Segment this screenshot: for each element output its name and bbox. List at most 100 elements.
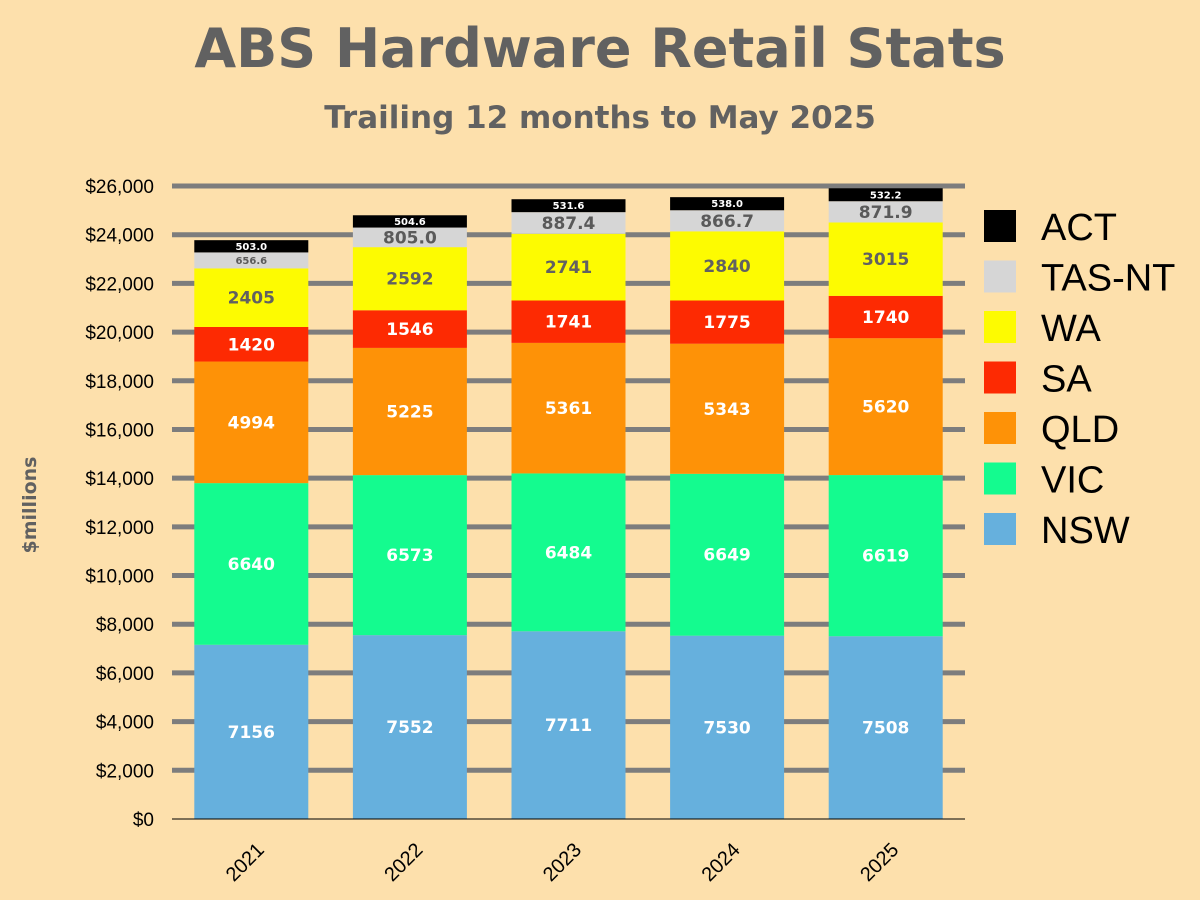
y-tick-label: $22,000 bbox=[85, 274, 154, 295]
bar-segment-vic-2021 bbox=[194, 483, 309, 645]
y-tick-label: $10,000 bbox=[85, 567, 154, 588]
legend-label-vic: VIC bbox=[1041, 460, 1104, 502]
bar-segment-act-2021 bbox=[194, 240, 309, 253]
bar-segment-vic-2024 bbox=[670, 473, 785, 636]
bar-segment-nsw-2021 bbox=[194, 644, 309, 819]
data-label: 1420 bbox=[228, 335, 275, 355]
data-label: 532.2 bbox=[870, 190, 902, 201]
x-tick-label: 2025 bbox=[856, 839, 903, 886]
bar-segment-act-2025 bbox=[828, 188, 943, 202]
data-label: 5361 bbox=[545, 399, 592, 419]
data-label: 7530 bbox=[703, 718, 750, 738]
bar-segment-tas-nt-2021 bbox=[194, 252, 309, 269]
y-tick-label: $0 bbox=[133, 810, 154, 831]
bar-segment-tas-nt-2023 bbox=[511, 212, 626, 234]
bar-segment-act-2023 bbox=[511, 199, 626, 213]
data-label: 7156 bbox=[228, 723, 275, 743]
data-label: 1740 bbox=[862, 308, 909, 328]
bar-segment-qld-2024 bbox=[670, 343, 785, 474]
data-label: 6573 bbox=[386, 546, 433, 566]
legend-label-nsw: NSW bbox=[1041, 510, 1130, 552]
legend-label-qld: QLD bbox=[1041, 409, 1119, 451]
data-label: 6640 bbox=[228, 555, 275, 575]
legend-label-sa: SA bbox=[1041, 359, 1092, 401]
data-label: 2840 bbox=[703, 257, 750, 277]
bars: 7156 6640 4994 1420 2405 656.6 503.0 7552 6573 52… bbox=[194, 188, 943, 819]
data-label: 6619 bbox=[862, 547, 909, 567]
bar-segment-sa-2022 bbox=[352, 310, 467, 348]
legend-swatch-act bbox=[984, 210, 1016, 242]
legend-swatch-nsw bbox=[984, 513, 1016, 545]
bar-segment-nsw-2023 bbox=[511, 631, 626, 819]
data-label: 805.0 bbox=[383, 228, 437, 248]
bar-segment-wa-2021 bbox=[194, 268, 309, 327]
legend: ACT TAS-NT WA SA QLD VIC NSW bbox=[984, 207, 1175, 552]
y-tick-label: $2,000 bbox=[96, 761, 154, 782]
data-label: 866.7 bbox=[700, 212, 754, 232]
x-tick-label: 2023 bbox=[539, 839, 586, 886]
bar-segment-wa-2022 bbox=[352, 247, 467, 311]
y-tick-label: $6,000 bbox=[96, 664, 154, 685]
bar-segment-nsw-2024 bbox=[670, 635, 785, 819]
bar-segment-act-2024 bbox=[670, 197, 785, 211]
data-label: 504.6 bbox=[394, 217, 426, 228]
x-tick-label: 2024 bbox=[698, 839, 745, 886]
y-tick-label: $24,000 bbox=[85, 226, 154, 247]
data-label: 5620 bbox=[862, 398, 909, 418]
x-axis-ticks: 2021 2022 2023 2024 2025 bbox=[222, 839, 903, 886]
bar-segment-sa-2023 bbox=[511, 300, 626, 343]
legend-swatch-sa bbox=[984, 361, 1016, 394]
data-label: 2592 bbox=[386, 270, 433, 290]
data-label: 871.9 bbox=[859, 203, 913, 223]
bar-segment-vic-2022 bbox=[352, 475, 467, 636]
y-tick-label: $26,000 bbox=[85, 177, 154, 198]
y-tick-label: $16,000 bbox=[85, 420, 154, 441]
data-label: 2741 bbox=[545, 258, 592, 278]
x-tick-label: 2022 bbox=[380, 839, 427, 886]
data-label: 1775 bbox=[703, 313, 750, 333]
bar-segment-wa-2025 bbox=[828, 222, 943, 296]
legend-label-wa: WA bbox=[1041, 308, 1101, 350]
legend-label-tas-nt: TAS-NT bbox=[1041, 258, 1175, 300]
legend-swatch-tas-nt bbox=[984, 260, 1016, 293]
chart-title: ABS Hardware Retail Stats bbox=[194, 17, 1006, 80]
data-label: 887.4 bbox=[542, 214, 596, 234]
y-tick-label: $12,000 bbox=[85, 518, 154, 539]
legend-swatch-qld bbox=[984, 412, 1016, 444]
bar-segment-sa-2025 bbox=[828, 295, 943, 339]
data-label: 6649 bbox=[703, 546, 750, 566]
data-label: 7552 bbox=[386, 718, 433, 738]
bar-segment-wa-2024 bbox=[670, 231, 785, 301]
legend-label-act: ACT bbox=[1041, 207, 1117, 249]
bar-segment-nsw-2025 bbox=[828, 636, 943, 819]
data-label: 6484 bbox=[545, 543, 592, 563]
y-axis-label: $millions bbox=[19, 457, 41, 554]
data-label: 7508 bbox=[862, 719, 909, 739]
bar-segment-vic-2023 bbox=[511, 473, 626, 632]
y-tick-label: $8,000 bbox=[96, 615, 154, 636]
bar-segment-qld-2022 bbox=[352, 347, 467, 476]
data-label: 1546 bbox=[386, 320, 433, 340]
data-label: 7711 bbox=[545, 716, 592, 736]
y-tick-label: $4,000 bbox=[96, 713, 154, 734]
y-tick-label: $14,000 bbox=[85, 469, 154, 490]
data-label: 656.6 bbox=[235, 256, 267, 267]
bar-segment-sa-2024 bbox=[670, 300, 785, 344]
chart-subtitle: Trailing 12 months to May 2025 bbox=[324, 100, 876, 136]
bar-segment-tas-nt-2022 bbox=[352, 227, 467, 248]
bar-segment-act-2022 bbox=[352, 215, 467, 228]
data-label: 1741 bbox=[545, 313, 592, 333]
data-label: 5343 bbox=[703, 400, 750, 420]
data-label: 503.0 bbox=[235, 242, 267, 253]
x-tick-label: 2021 bbox=[222, 839, 269, 886]
data-label: 538.0 bbox=[711, 199, 743, 210]
y-tick-label: $20,000 bbox=[85, 323, 154, 344]
y-axis-ticks: $0 $2,000 $4,000 $6,000 $8,000 $10,000 $12,000… bbox=[85, 177, 154, 831]
bar-segment-sa-2021 bbox=[194, 326, 309, 362]
legend-swatch-vic bbox=[984, 462, 1016, 495]
bar-segment-nsw-2022 bbox=[352, 635, 467, 819]
bar-segment-qld-2025 bbox=[828, 338, 943, 476]
bar-segment-tas-nt-2024 bbox=[670, 210, 785, 232]
bar-segment-wa-2023 bbox=[511, 233, 626, 301]
